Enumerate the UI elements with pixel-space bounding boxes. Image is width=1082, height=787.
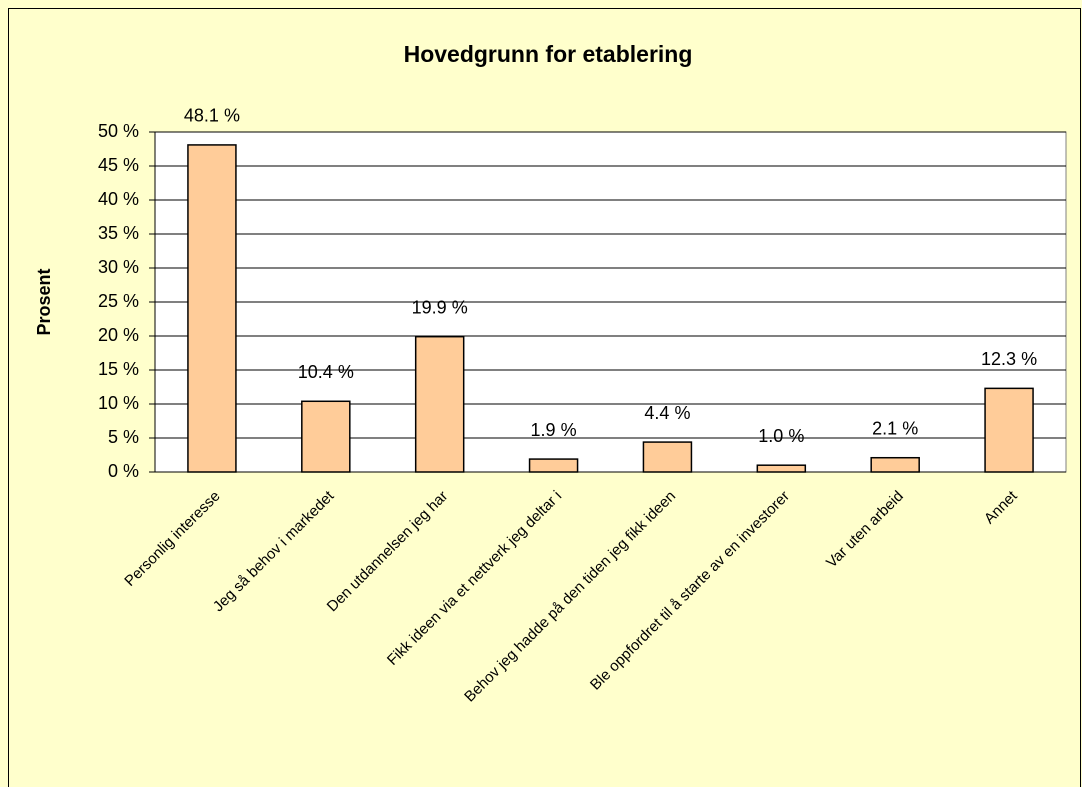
bar bbox=[870, 456, 920, 473]
y-tick-label: 20 % bbox=[98, 325, 139, 345]
y-tick-label: 35 % bbox=[98, 223, 139, 243]
y-tick-label: 40 % bbox=[98, 189, 139, 209]
data-label: 19.9 % bbox=[412, 297, 468, 317]
y-axis-title: Prosent bbox=[34, 268, 54, 335]
y-tick-label: 15 % bbox=[98, 359, 139, 379]
data-label: 12.3 % bbox=[981, 349, 1037, 369]
bar bbox=[301, 400, 351, 473]
data-label: 1.9 % bbox=[531, 420, 577, 440]
chart-border bbox=[8, 8, 1081, 787]
y-tick-label: 45 % bbox=[98, 155, 139, 175]
chart-title: Hovedgrunn for etablering bbox=[404, 41, 693, 67]
y-tick-label: 50 % bbox=[98, 121, 139, 141]
bar bbox=[642, 441, 693, 473]
bar bbox=[756, 464, 807, 473]
data-label: 1.0 % bbox=[758, 426, 804, 446]
y-tick-label: 5 % bbox=[108, 427, 139, 447]
bar bbox=[984, 387, 1034, 473]
data-label: 48.1 % bbox=[184, 106, 240, 126]
bar bbox=[414, 335, 465, 473]
data-label: 2.1 % bbox=[872, 418, 918, 438]
y-tick-label: 10 % bbox=[98, 393, 139, 413]
data-label: 4.4 % bbox=[644, 403, 690, 423]
y-tick-label: 25 % bbox=[98, 291, 139, 311]
data-label: 10.4 % bbox=[298, 362, 354, 382]
bar bbox=[528, 458, 579, 473]
y-tick-label: 0 % bbox=[108, 461, 139, 481]
y-tick-label: 30 % bbox=[98, 257, 139, 277]
bar bbox=[187, 144, 237, 473]
